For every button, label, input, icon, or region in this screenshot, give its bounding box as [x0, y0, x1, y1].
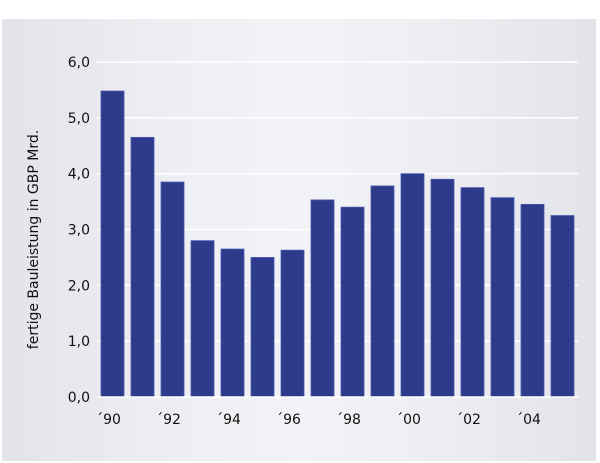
y-tick-label: 6,0 — [68, 55, 90, 71]
bar-7 — [310, 199, 335, 398]
bar-15 — [550, 215, 575, 398]
x-tick-label: ´90 — [96, 412, 121, 428]
bar-8 — [340, 206, 365, 398]
x-tick-label: ´96 — [276, 412, 301, 428]
bar-10 — [400, 173, 425, 398]
bar-3 — [190, 240, 215, 398]
x-tick-label: ´94 — [216, 412, 241, 428]
bar-0 — [100, 90, 125, 398]
y-tick-label: 3,0 — [68, 223, 90, 239]
y-tick-label: 4,0 — [68, 167, 90, 183]
x-axis-ticks: ´90 ´92 ´94 ´96 ´98 ´00 ´02 ´04 — [96, 412, 541, 428]
bar-14 — [520, 203, 545, 398]
x-tick-label: ´98 — [336, 412, 361, 428]
x-tick-label: ´02 — [456, 412, 481, 428]
x-tick-label: ´04 — [516, 412, 541, 428]
y-axis-title: fertige Bauleistung in GBP Mrd. — [26, 130, 42, 349]
bar-4 — [220, 248, 245, 398]
y-tick-label: 5,0 — [68, 111, 90, 127]
y-tick-label: 2,0 — [68, 278, 90, 294]
bar-2 — [160, 181, 185, 398]
bar-12 — [460, 187, 485, 398]
bar-9 — [370, 185, 395, 398]
x-tick-label: ´00 — [396, 412, 421, 428]
x-tick-label: ´92 — [156, 412, 181, 428]
bar-11 — [430, 178, 455, 398]
y-tick-label: 0,0 — [68, 390, 90, 406]
y-axis-ticks: 0,0 1,0 2,0 3,0 4,0 5,0 6,0 — [68, 55, 90, 406]
bar-1 — [130, 136, 155, 398]
bar-13 — [490, 197, 515, 398]
bar-5 — [250, 257, 275, 398]
y-tick-label: 1,0 — [68, 334, 90, 350]
bar-6 — [280, 249, 305, 398]
bars — [100, 90, 575, 398]
